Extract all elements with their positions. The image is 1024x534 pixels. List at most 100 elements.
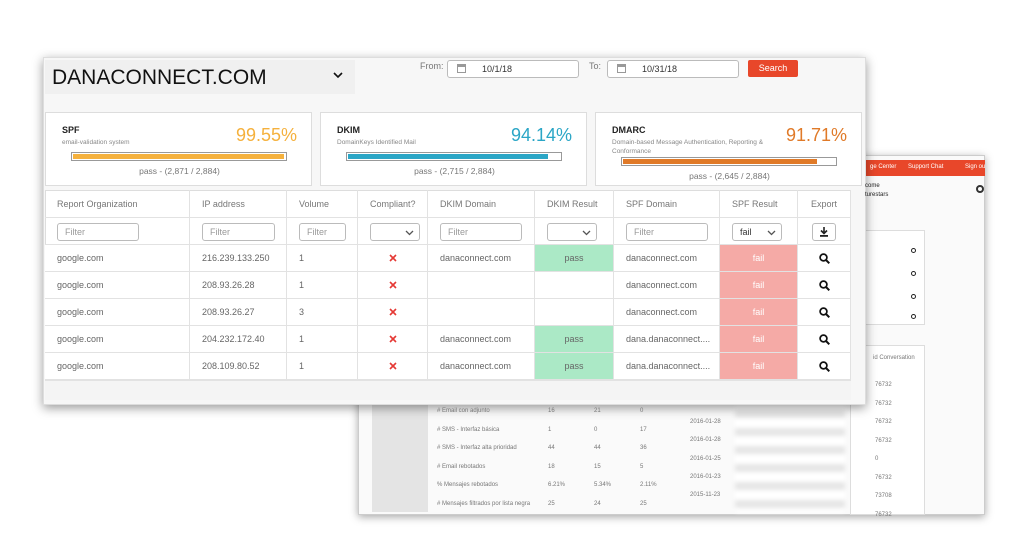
background-id: 76732 — [875, 400, 892, 407]
filter-cell — [287, 218, 358, 245]
table-cell: fail — [720, 353, 798, 380]
search-button[interactable]: Search — [748, 60, 798, 77]
metric-summary: pass - (2,871 / 2,884) — [139, 166, 220, 176]
table-cell — [358, 245, 428, 272]
background-welcome: come — [865, 183, 880, 189]
background-nav-link: Support Chat — [908, 164, 944, 170]
background-id: 76732 — [875, 474, 892, 481]
dropdown-chevron — [333, 72, 343, 79]
to-date: 10/31/18 — [642, 64, 678, 74]
background-id: 76732 — [875, 511, 892, 518]
column-header: Report Organization — [45, 190, 190, 218]
metric-card: SPF email-validation system 99.55% pass - (… — [45, 112, 312, 186]
background-top-bar — [855, 160, 985, 176]
filter-select-value: fail — [740, 227, 752, 237]
from-date-input[interactable]: 10/1/18 — [447, 60, 579, 78]
filter-select[interactable] — [370, 223, 420, 241]
not-compliant-icon — [388, 254, 397, 262]
domain-selector[interactable]: DANACONNECT.COM — [45, 60, 355, 94]
background-stat: # Email con adjunto — [437, 408, 490, 414]
background-stat: # Email rebotados — [437, 463, 486, 470]
background-stat: 6.21% — [548, 482, 566, 488]
table-cell: dana.danaconnect.... — [614, 326, 720, 353]
column-header: Export — [798, 190, 851, 218]
progress-track — [346, 152, 562, 161]
table-cell: 1 — [287, 353, 358, 380]
select-chevron — [405, 230, 414, 236]
metric-summary: pass - (2,645 / 2,884) — [689, 171, 770, 181]
background-nav-link: ge Center — [870, 164, 897, 170]
export-button[interactable] — [812, 223, 836, 241]
table-cell: danaconnect.com — [428, 326, 535, 353]
export-cell[interactable] — [798, 245, 851, 272]
metric-card: DKIM DomainKeys Identified Mail 94.14% pass… — [320, 112, 587, 186]
background-stat: 24 — [594, 500, 601, 507]
table-cell: fail — [720, 299, 798, 326]
search-icon — [818, 360, 830, 372]
export-cell[interactable] — [798, 326, 851, 353]
from-label: From: — [420, 61, 444, 71]
filter-cell — [190, 218, 287, 245]
column-header: IP address — [190, 190, 287, 218]
filter-input[interactable]: Filter — [299, 223, 346, 241]
background-date: 2016-01-25 — [690, 455, 721, 462]
filter-input[interactable]: Filter — [440, 223, 522, 241]
background-stat: 5 — [640, 463, 644, 470]
column-header: DKIM Result — [535, 190, 614, 218]
export-cell[interactable] — [798, 272, 851, 299]
select-chevron — [582, 230, 591, 236]
table-cell: fail — [720, 326, 798, 353]
filter-input[interactable]: Filter — [57, 223, 139, 241]
background-id: 76732 — [875, 437, 892, 444]
background-blur-column — [735, 400, 845, 512]
select-chevron — [767, 230, 776, 236]
metric-name: DMARC — [612, 125, 646, 135]
table-cell — [428, 272, 535, 299]
filter-input[interactable]: Filter — [626, 223, 708, 241]
background-welcome: turestars — [865, 192, 889, 198]
background-search-icon — [911, 294, 916, 299]
table-cell: 208.93.26.28 — [190, 272, 287, 299]
table-cell — [428, 299, 535, 326]
table-cell: 1 — [287, 272, 358, 299]
filter-select[interactable] — [547, 223, 597, 241]
table-cell: google.com — [45, 299, 190, 326]
background-date: 2016-01-28 — [690, 437, 721, 444]
table-cell: 3 — [287, 299, 358, 326]
from-date: 10/1/18 — [482, 64, 513, 74]
table-cell: google.com — [45, 353, 190, 380]
calendar-icon — [617, 64, 626, 73]
filter-input[interactable]: Filter — [202, 223, 275, 241]
progress-track — [71, 152, 287, 161]
table-cell: danaconnect.com — [614, 299, 720, 326]
filter-cell — [45, 218, 190, 245]
to-date-input[interactable]: 10/31/18 — [607, 60, 739, 78]
background-stat: 44 — [548, 445, 555, 451]
search-icon — [818, 252, 830, 264]
table-cell: google.com — [45, 326, 190, 353]
search-icon — [818, 279, 830, 291]
not-compliant-icon — [388, 308, 397, 316]
table-footer — [45, 380, 851, 400]
filter-select[interactable]: fail — [732, 223, 782, 241]
background-stat: % Mensajes rebotados — [437, 482, 499, 488]
table-cell: fail — [720, 272, 798, 299]
background-stat: 25 — [640, 500, 647, 507]
table-cell: 204.232.172.40 — [190, 326, 287, 353]
progress-track — [621, 157, 837, 166]
table-cell: google.com — [45, 272, 190, 299]
export-cell[interactable] — [798, 299, 851, 326]
progress-bar — [623, 159, 818, 164]
background-stat: 18 — [548, 463, 555, 470]
metric-name: DKIM — [337, 125, 360, 135]
filter-cell — [535, 218, 614, 245]
export-cell[interactable] — [798, 353, 851, 380]
progress-bar — [348, 154, 548, 159]
calendar-icon — [457, 64, 466, 73]
metric-description: DomainKeys Identified Mail — [337, 139, 416, 146]
search-icon — [818, 306, 830, 318]
table-cell: 1 — [287, 245, 358, 272]
filter-cell — [720, 218, 798, 245]
background-settings — [976, 185, 984, 193]
